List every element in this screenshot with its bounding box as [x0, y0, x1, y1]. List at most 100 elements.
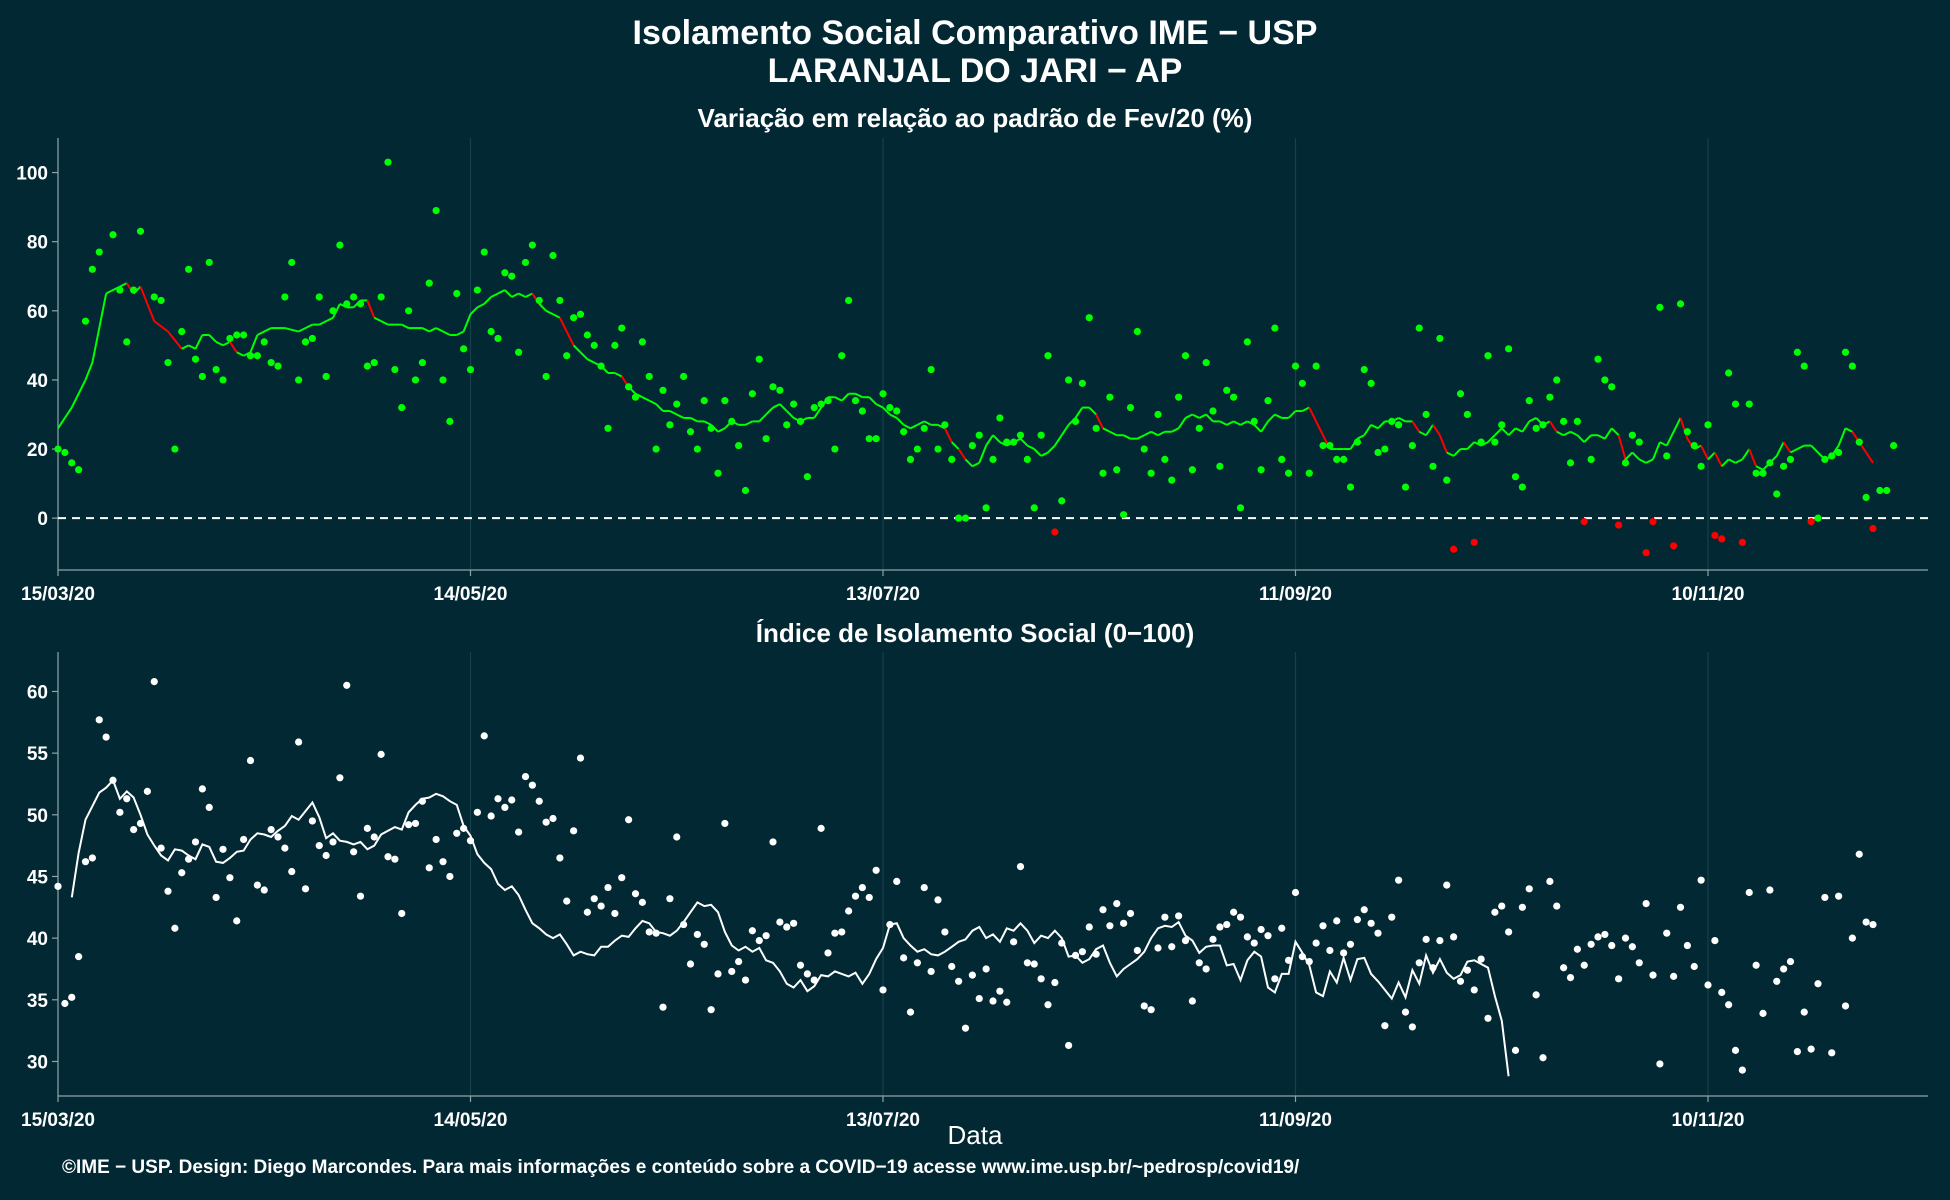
moving-average-segment [964, 458, 974, 468]
data-point [1188, 997, 1196, 1005]
data-point [61, 448, 69, 457]
data-point [686, 960, 695, 968]
y-tick-label: 45 [27, 867, 49, 888]
data-point [1621, 934, 1630, 942]
moving-average-segment [834, 396, 843, 402]
data-point [961, 514, 970, 522]
data-point [611, 909, 619, 918]
data-point [391, 855, 399, 863]
moving-average-segment [538, 303, 547, 312]
y-tick-label: 30 [27, 1052, 48, 1073]
data-point [1023, 959, 1031, 967]
data-point [1133, 946, 1141, 955]
data-point [1862, 493, 1870, 502]
data-point [205, 258, 213, 267]
data-point [1566, 459, 1575, 467]
data-point [1725, 369, 1733, 377]
moving-average-segment [655, 403, 664, 412]
data-point [1573, 945, 1581, 953]
data-point [501, 803, 509, 812]
data-point [693, 445, 701, 453]
data-point [219, 845, 227, 853]
data-point [1065, 1041, 1073, 1050]
data-point [1470, 538, 1478, 546]
data-point [879, 390, 887, 398]
data-point [301, 885, 310, 893]
data-point [824, 949, 832, 957]
data-point [446, 417, 454, 425]
y-tick-label: 80 [27, 233, 48, 254]
data-point [418, 359, 426, 367]
data-point [755, 355, 763, 363]
data-point [1333, 917, 1341, 925]
data-point [1759, 469, 1767, 477]
data-point [95, 248, 103, 256]
data-point [1786, 957, 1795, 966]
data-point [1869, 524, 1877, 533]
data-point [1126, 403, 1135, 412]
moving-average-segment [504, 289, 513, 298]
moving-average-segment [765, 406, 774, 416]
data-point [1443, 476, 1451, 484]
data-point [1016, 863, 1025, 871]
moving-average-segment [971, 461, 980, 468]
data-point [920, 424, 928, 432]
data-point [1848, 934, 1856, 942]
data-point [1126, 909, 1135, 918]
data-point [178, 869, 186, 877]
data-point [1209, 935, 1217, 943]
data-point [638, 338, 646, 346]
data-point [405, 821, 413, 829]
data-point [136, 227, 145, 235]
y-tick-label: 40 [27, 371, 48, 392]
data-point [185, 855, 193, 863]
moving-average-segment [1308, 407, 1318, 422]
data-point [865, 893, 873, 902]
moving-average-segment [552, 313, 561, 319]
data-point [322, 372, 330, 381]
data-point [1731, 1046, 1740, 1054]
moving-average-segment [318, 316, 334, 326]
data-point [123, 795, 131, 803]
data-point [955, 514, 963, 522]
data-point [1566, 974, 1575, 982]
chart-title-line-1: Isolamento Social Comparativo IME − USP [632, 14, 1318, 52]
data-point [233, 917, 241, 925]
data-point [1532, 991, 1540, 999]
data-point [1257, 466, 1265, 474]
moving-average-segment [1549, 420, 1558, 433]
y-tick-label: 100 [16, 164, 48, 185]
data-point [1401, 1008, 1410, 1016]
moving-average-segment [1026, 444, 1035, 450]
moving-average-segment [435, 327, 444, 333]
moving-average-segment [717, 427, 726, 433]
data-point [1216, 923, 1224, 931]
data-point [398, 909, 406, 918]
y-tick-label: 60 [27, 682, 48, 703]
data-point [508, 272, 516, 280]
data-point [1003, 998, 1011, 1006]
data-point [1140, 445, 1148, 453]
data-point [1202, 965, 1210, 973]
data-point [1491, 908, 1499, 916]
data-point [1560, 964, 1568, 972]
data-point [941, 421, 949, 429]
data-point [1312, 939, 1320, 947]
data-point [858, 883, 866, 892]
data-point [1099, 906, 1107, 914]
data-point [1855, 438, 1863, 446]
moving-average-segment [943, 427, 953, 443]
moving-average-segment [868, 396, 877, 405]
data-point [817, 824, 825, 832]
data-point [803, 970, 811, 978]
moving-average-segment [401, 323, 410, 329]
data-point [1670, 972, 1678, 980]
moving-average-segment [490, 292, 499, 298]
data-point [1058, 939, 1066, 947]
data-point [329, 838, 337, 846]
data-point [363, 824, 371, 832]
data-point [1044, 352, 1052, 360]
footer-credits: ©IME − USP. Design: Diego Marcondes. Par… [62, 1157, 1300, 1178]
data-point [625, 816, 633, 824]
moving-average-segment [236, 351, 245, 357]
